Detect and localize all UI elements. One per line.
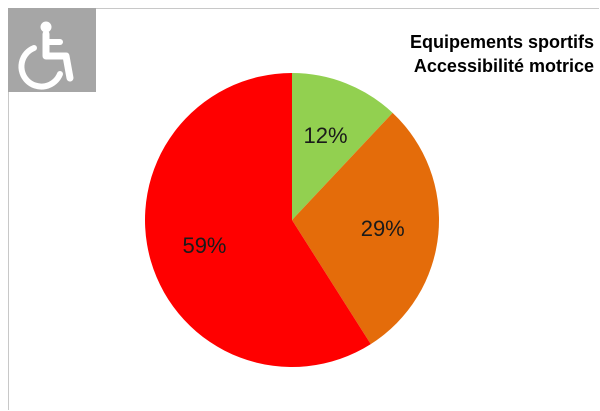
- chart-title: Equipements sportifs Accessibilité motri…: [410, 30, 594, 78]
- pie-slice-label-2: 29%: [361, 216, 405, 241]
- chart-title-line-2: Accessibilité motrice: [413, 56, 594, 76]
- pie-slice-2: [292, 112, 440, 345]
- pie-slice-label-3: 59%: [182, 233, 226, 258]
- pie-slice-label-1: 12%: [304, 123, 348, 148]
- pie-slice-1: [292, 73, 393, 220]
- chart-title-line-1: Equipements sportifs: [409, 32, 594, 52]
- pie-slice-3: [145, 73, 371, 367]
- wheelchair-accessibility-icon: [8, 8, 96, 92]
